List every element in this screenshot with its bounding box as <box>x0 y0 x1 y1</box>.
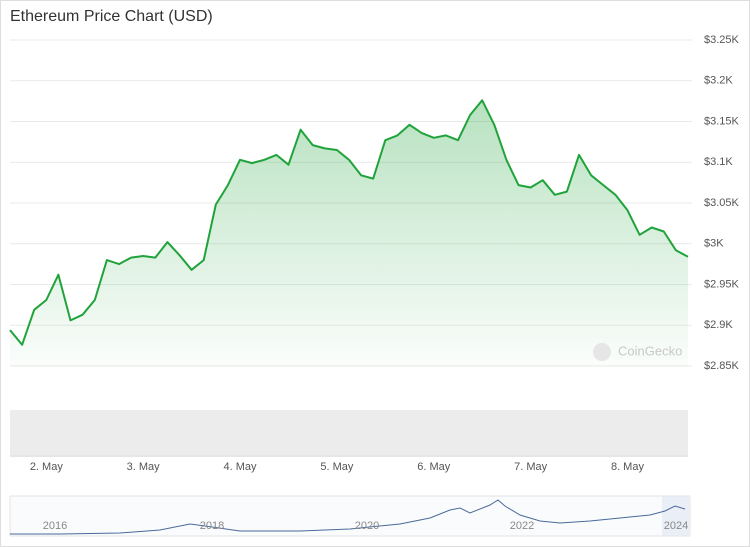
volume-band <box>10 410 688 455</box>
x-tick-label: 7. May <box>514 461 548 473</box>
watermark: CoinGecko <box>618 343 682 358</box>
navigator-label: 2020 <box>355 520 379 532</box>
price-line <box>9 99 689 346</box>
y-tick-label: $2.95K <box>704 278 740 290</box>
y-tick-label: $2.85K <box>704 360 740 372</box>
navigator-label: 2018 <box>200 520 224 532</box>
y-tick-label: $3.05K <box>704 197 740 209</box>
y-tick-label: $3.25K <box>704 34 740 46</box>
x-tick-label: 8. May <box>611 461 645 473</box>
x-tick-label: 2. May <box>30 461 64 473</box>
y-tick-label: $3.15K <box>704 115 740 127</box>
y-tick-label: $3K <box>704 238 724 250</box>
chart-title: Ethereum Price Chart (USD) <box>10 8 213 25</box>
navigator-label: 2016 <box>43 520 67 532</box>
y-tick-label: $2.9K <box>704 319 733 331</box>
navigator-label: 2024 <box>664 520 688 532</box>
x-tick-label: 3. May <box>127 461 161 473</box>
y-tick-label: $3.1K <box>704 156 733 168</box>
y-tick-label: $3.2K <box>704 75 733 87</box>
price-area <box>10 100 688 367</box>
navigator <box>9 495 691 537</box>
x-tick-label: 5. May <box>320 461 354 473</box>
x-tick-label: 6. May <box>417 461 451 473</box>
watermark-logo <box>593 343 611 361</box>
navigator-label: 2022 <box>510 520 534 532</box>
x-tick-label: 4. May <box>224 461 258 473</box>
